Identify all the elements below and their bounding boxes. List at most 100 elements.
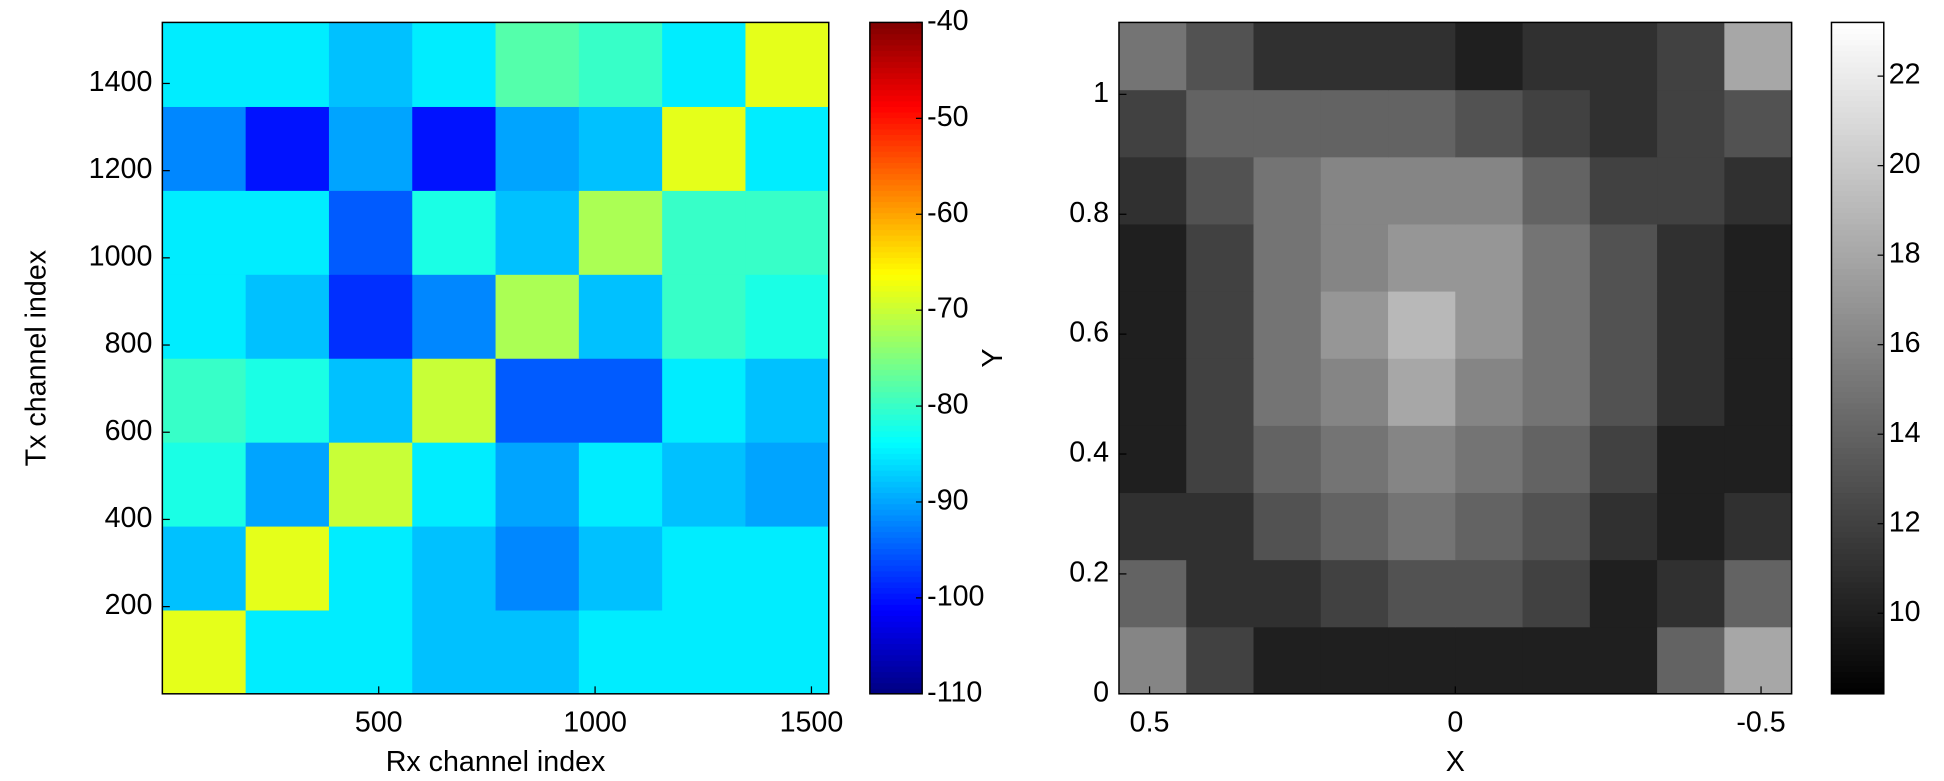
plot-frame (161, 21, 830, 695)
colorbar-swatch (869, 223, 923, 231)
heatmap-cell (1724, 425, 1793, 494)
colorbar-swatch (1831, 414, 1884, 421)
colorbar-swatch (1831, 609, 1884, 617)
colorbar-swatch (869, 134, 923, 141)
heatmap-cell (495, 106, 580, 191)
colorbar-swatch (1831, 195, 1884, 203)
y-tick-label: 0.8 (1069, 197, 1109, 229)
heatmap-cell (745, 358, 830, 443)
y-tick-label: 0.6 (1069, 317, 1109, 349)
colorbar-swatch (869, 151, 923, 158)
colorbar-swatch (869, 346, 923, 354)
heatmap-cell (245, 525, 330, 611)
colorbar-tick-label: 12 (1889, 506, 1921, 538)
colorbar-swatch (1831, 95, 1884, 102)
colorbar-swatch (869, 167, 923, 175)
colorbar-swatch (869, 145, 923, 152)
heatmap-cell (1589, 492, 1658, 561)
heatmap-cell (412, 106, 497, 191)
colorbar-swatch (1831, 458, 1884, 466)
colorbar-swatch (869, 503, 923, 510)
colorbar-swatch (869, 537, 923, 544)
colorbar-swatch (869, 548, 923, 555)
heatmap-cell (1118, 492, 1187, 561)
y-tick-label: 400 (105, 502, 153, 534)
colorbar-tick-label: -90 (927, 485, 968, 517)
colorbar-swatch (1831, 677, 1884, 684)
colorbar-swatch (1831, 581, 1884, 589)
colorbar-tick-label: 10 (1889, 596, 1921, 628)
colorbar-swatch (1831, 514, 1884, 521)
colorbar-swatch (869, 184, 923, 191)
colorbar-swatch (869, 598, 923, 605)
heatmap-cell (1388, 223, 1456, 292)
colorbar-swatch (1831, 553, 1884, 561)
heatmap-cell (495, 274, 580, 359)
colorbar-swatch (1831, 565, 1884, 572)
colorbar-swatch (1831, 470, 1884, 477)
heatmap-cell (1320, 559, 1389, 628)
colorbar-swatch (1831, 235, 1884, 242)
heatmap-cell (1589, 559, 1658, 628)
colorbar-swatch (869, 581, 923, 589)
heatmap-cell (1186, 492, 1255, 561)
colorbar-swatch (869, 643, 923, 650)
heatmap-cell (1118, 290, 1187, 359)
colorbar-swatch (1831, 363, 1884, 370)
colorbar-swatch (869, 497, 923, 505)
heatmap-cell (328, 274, 413, 359)
colorbar-swatch (869, 470, 923, 477)
colorbar-swatch (869, 33, 923, 40)
heatmap-cell (1388, 22, 1456, 91)
heatmap-cell (162, 358, 247, 443)
heatmap-cell (1186, 89, 1255, 158)
x-tick-label: 0 (1447, 706, 1463, 738)
heatmap-cell (1455, 559, 1524, 628)
colorbar-swatch (1831, 369, 1884, 376)
y-tick-label: 800 (105, 328, 153, 360)
heatmap-cell (162, 106, 247, 191)
colorbar-swatch (1831, 447, 1884, 454)
colorbar-swatch (869, 179, 923, 186)
heatmap-cell (1320, 22, 1389, 91)
heatmap-cell (1253, 22, 1322, 91)
heatmap-cell (1724, 156, 1793, 225)
colorbar-swatch (1831, 201, 1884, 208)
heatmap-cell (1522, 22, 1591, 91)
y-tick-label: 0.4 (1069, 437, 1109, 469)
colorbar-swatch (1831, 397, 1884, 404)
colorbar-swatch (1831, 402, 1884, 410)
colorbar-swatch (869, 363, 923, 370)
colorbar-swatch (869, 156, 923, 163)
heatmap-cell (1388, 626, 1456, 695)
colorbar-swatch (1831, 173, 1884, 180)
colorbar-swatch (1831, 352, 1884, 359)
colorbar-swatch (869, 240, 923, 247)
colorbar-swatch (869, 621, 923, 628)
heatmap-cell (1522, 290, 1591, 359)
heatmap-cell (1657, 156, 1725, 225)
heatmap-cell (1657, 290, 1725, 359)
colorbar-swatch (1831, 302, 1884, 309)
heatmap-cell (1724, 290, 1793, 359)
colorbar-swatch (869, 39, 923, 46)
colorbar-swatch (1831, 520, 1884, 527)
heatmap-cell (1388, 559, 1456, 628)
colorbar-swatch (1831, 123, 1884, 130)
colorbar-swatch (869, 688, 923, 695)
colorbar-swatch (869, 514, 923, 521)
colorbar-swatch (869, 162, 923, 169)
heatmap-cell (1589, 290, 1658, 359)
colorbar-swatch (869, 520, 923, 527)
colorbar-swatch (1831, 83, 1884, 91)
colorbar-swatch (869, 654, 923, 661)
y-axis-label: Tx channel index (20, 250, 52, 466)
colorbar-swatch (869, 425, 923, 432)
colorbar-swatch (869, 67, 923, 74)
heatmap-cell (1253, 425, 1322, 494)
colorbar-swatch (1831, 72, 1884, 79)
heatmap-cell (1253, 89, 1322, 158)
heatmap-cell (1724, 223, 1793, 292)
heatmap-cell (1657, 492, 1725, 561)
